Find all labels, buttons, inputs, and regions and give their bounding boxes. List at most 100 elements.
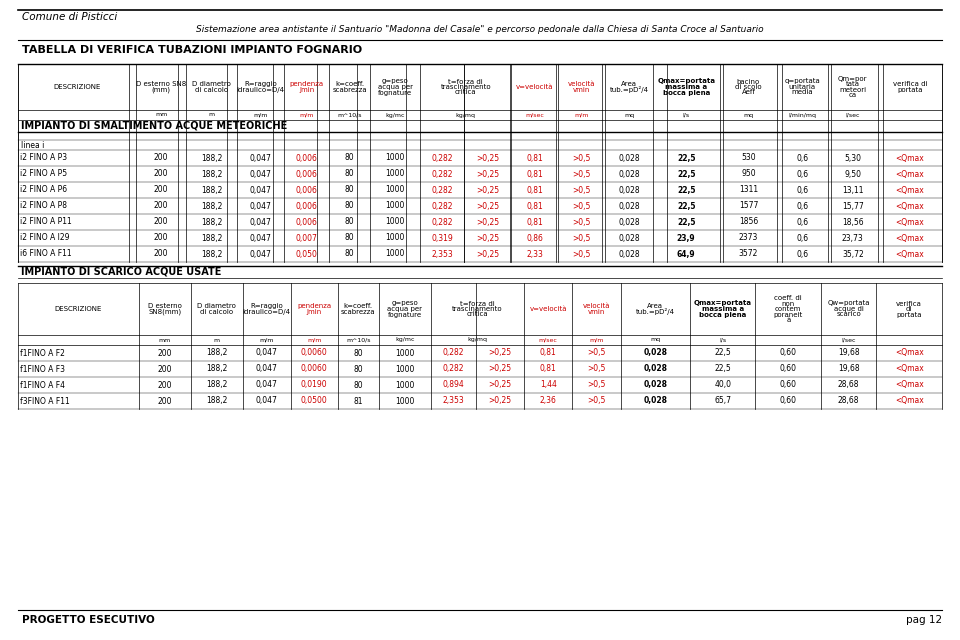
Text: 80: 80 (345, 170, 354, 179)
Text: l/s: l/s (683, 113, 689, 118)
Text: 0,047: 0,047 (250, 250, 272, 259)
Text: 0,6: 0,6 (796, 154, 808, 163)
Text: 200: 200 (154, 234, 168, 243)
Text: di calcolo: di calcolo (200, 308, 233, 315)
Text: 5,30: 5,30 (844, 154, 861, 163)
Text: TABELLA DI VERIFICA TUBAZIONI IMPIANTO FOGNARIO: TABELLA DI VERIFICA TUBAZIONI IMPIANTO F… (22, 45, 362, 55)
Text: 0,028: 0,028 (618, 186, 639, 195)
Text: DESCRIZIONE: DESCRIZIONE (53, 84, 101, 90)
Text: mq: mq (650, 337, 660, 342)
Text: 0,007: 0,007 (296, 234, 318, 243)
Text: 1000: 1000 (385, 186, 405, 195)
Text: mm: mm (158, 337, 171, 342)
Text: bacino: bacino (737, 79, 760, 84)
Text: contem: contem (775, 306, 802, 312)
Text: fognature: fognature (388, 312, 422, 317)
Text: 0,050: 0,050 (296, 250, 318, 259)
Text: 80: 80 (345, 186, 354, 195)
Text: 0,81: 0,81 (526, 154, 543, 163)
Text: 40,0: 40,0 (714, 381, 732, 390)
Text: pendenza: pendenza (298, 303, 331, 309)
Text: 80: 80 (345, 250, 354, 259)
Text: 0,006: 0,006 (296, 218, 318, 227)
Text: poraneit: poraneit (774, 312, 803, 317)
Text: pendenza: pendenza (290, 81, 324, 87)
Text: Jmin: Jmin (306, 308, 322, 315)
Text: 0,047: 0,047 (250, 170, 272, 179)
Text: acque di: acque di (834, 306, 864, 312)
Text: <Qmax: <Qmax (895, 349, 924, 358)
Text: 188,2: 188,2 (206, 381, 228, 390)
Text: acqua per: acqua per (388, 306, 422, 312)
Text: R=raggio: R=raggio (251, 303, 283, 309)
Text: k=coeff.: k=coeff. (335, 81, 364, 87)
Text: Qw=portata: Qw=portata (828, 301, 870, 307)
Text: 200: 200 (154, 170, 168, 179)
Text: 1000: 1000 (385, 250, 405, 259)
Text: scarico: scarico (836, 312, 861, 317)
Text: R=raggio: R=raggio (244, 81, 276, 87)
Text: f1FINO A F2: f1FINO A F2 (20, 349, 65, 358)
Text: 22,5: 22,5 (677, 202, 695, 211)
Text: >0,25: >0,25 (476, 250, 499, 259)
Text: 22,5: 22,5 (714, 365, 731, 374)
Text: i2 FINO A I29: i2 FINO A I29 (20, 234, 69, 243)
Text: 2373: 2373 (739, 234, 758, 243)
Text: 200: 200 (154, 250, 168, 259)
Text: 80: 80 (353, 381, 363, 390)
Text: 1000: 1000 (385, 202, 405, 211)
Text: 22,5: 22,5 (677, 170, 695, 179)
Text: <Qmax: <Qmax (896, 186, 924, 195)
Text: <Qmax: <Qmax (896, 170, 924, 179)
Text: portata: portata (898, 87, 923, 93)
Text: 0,282: 0,282 (431, 186, 453, 195)
Text: t=forza di: t=forza di (460, 301, 494, 307)
Text: >0,5: >0,5 (588, 349, 606, 358)
Text: 0,6: 0,6 (796, 202, 808, 211)
Text: 1000: 1000 (385, 154, 405, 163)
Text: >0,5: >0,5 (572, 202, 591, 211)
Text: 0,028: 0,028 (643, 365, 667, 374)
Text: <Qmax: <Qmax (896, 250, 924, 259)
Text: coeff. di: coeff. di (775, 295, 803, 301)
Text: IMPIANTO DI SCARICO ACQUE USATE: IMPIANTO DI SCARICO ACQUE USATE (21, 267, 222, 277)
Text: PROGETTO ESECUTIVO: PROGETTO ESECUTIVO (22, 615, 155, 625)
Text: g=peso: g=peso (392, 301, 419, 307)
Text: >0,25: >0,25 (476, 218, 499, 227)
Text: di calcolo: di calcolo (195, 87, 228, 93)
Text: >0,5: >0,5 (572, 250, 591, 259)
Text: <Qmax: <Qmax (895, 365, 924, 374)
Text: 200: 200 (157, 349, 172, 358)
Text: ca: ca (849, 92, 857, 99)
Text: 9,50: 9,50 (844, 170, 861, 179)
Text: 0,319: 0,319 (431, 234, 453, 243)
Text: 0,028: 0,028 (618, 250, 639, 259)
Text: 0,894: 0,894 (443, 381, 464, 390)
Text: linea i: linea i (21, 141, 44, 150)
Text: portata: portata (897, 312, 922, 317)
Text: 0,282: 0,282 (443, 349, 464, 358)
Text: velocità: velocità (568, 81, 595, 87)
Text: v=velocità: v=velocità (516, 84, 554, 90)
Text: i2 FINO A P5: i2 FINO A P5 (20, 170, 67, 179)
Text: 188,2: 188,2 (201, 218, 222, 227)
Text: 2,33: 2,33 (526, 250, 543, 259)
Text: 0,047: 0,047 (250, 186, 272, 195)
Text: Area: Area (621, 81, 636, 87)
Text: 0,028: 0,028 (643, 381, 667, 390)
Text: 188,2: 188,2 (206, 365, 228, 374)
Text: >0,25: >0,25 (476, 202, 499, 211)
Text: 0,0500: 0,0500 (300, 397, 327, 406)
Text: 188,2: 188,2 (201, 154, 222, 163)
Text: D diametro: D diametro (192, 81, 231, 87)
Text: verifica di: verifica di (893, 81, 927, 87)
Text: 19,68: 19,68 (838, 349, 859, 358)
Text: 0,047: 0,047 (250, 218, 272, 227)
Text: mq: mq (743, 113, 754, 118)
Text: 530: 530 (741, 154, 756, 163)
Text: 0,282: 0,282 (431, 170, 453, 179)
Text: 0,6: 0,6 (796, 250, 808, 259)
Text: vmin: vmin (588, 308, 605, 315)
Text: 2,36: 2,36 (540, 397, 557, 406)
Text: meteori: meteori (839, 87, 866, 93)
